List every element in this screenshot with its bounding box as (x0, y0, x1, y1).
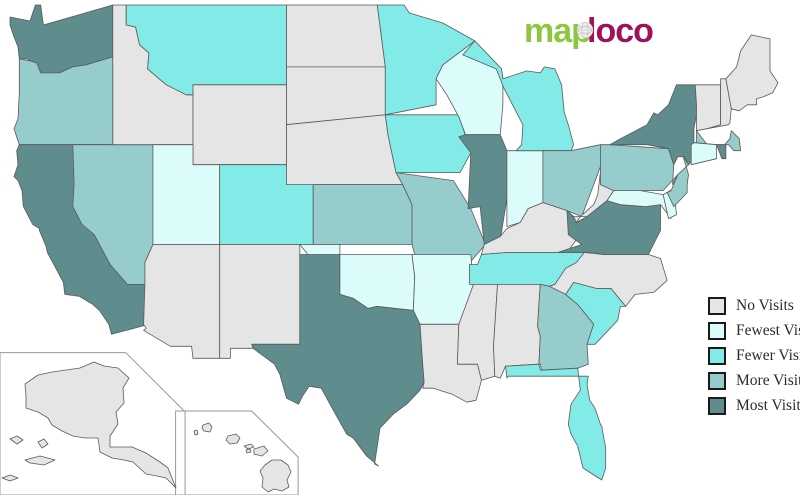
svg-text:loco: loco (587, 12, 653, 50)
